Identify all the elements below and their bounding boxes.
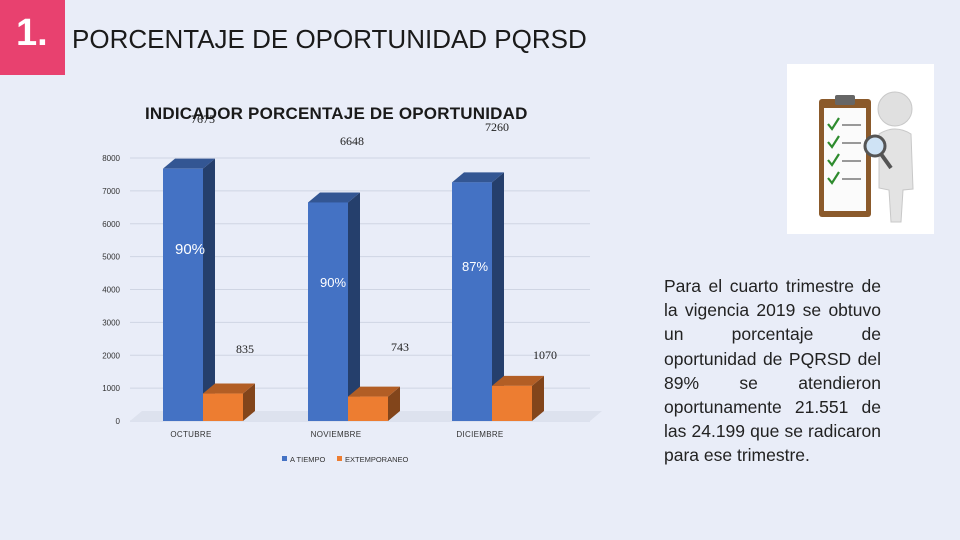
y-tick-label: 2000 [102, 351, 120, 360]
bar-top [308, 192, 360, 203]
y-tick-label: 4000 [102, 286, 120, 295]
bar-a-tiempo [308, 202, 348, 421]
bar-side [388, 386, 400, 421]
data-label-extemporaneo: 743 [391, 340, 409, 354]
bar-a-tiempo [452, 182, 492, 421]
x-tick-label: OCTUBRE [170, 430, 211, 439]
bar-chart: 0 1000 2000 3000 4000 5000 6000 7000 8000 OCTUBRE… [102, 112, 602, 464]
data-label-a-tiempo: 7260 [485, 120, 509, 134]
y-tick-label: 3000 [102, 318, 120, 327]
summary-paragraph: Para el cuarto trimestre de la vigencia … [664, 276, 881, 466]
slide-number-badge: 1. [0, 0, 65, 75]
percent-label: 90% [320, 275, 346, 290]
bar-side [243, 383, 255, 421]
bar-top [163, 158, 215, 169]
bar-extemporaneo [492, 385, 532, 421]
bar-side [348, 192, 360, 421]
y-tick-label: 0 [116, 417, 121, 426]
checklist-person-icon [787, 64, 934, 234]
legend-label: EXTEMPORANEO [345, 455, 409, 464]
legend-label: A TIEMPO [290, 455, 325, 464]
bar-top [452, 172, 504, 183]
percent-label: 90% [175, 241, 205, 258]
percent-label: 87% [462, 259, 488, 274]
bar-extemporaneo [203, 393, 243, 421]
bar-side [492, 172, 504, 421]
bar-extemporaneo [348, 396, 388, 421]
slide-number: 1. [16, 12, 48, 54]
data-label-a-tiempo: 6648 [340, 134, 364, 148]
slide-title: PORCENTAJE DE OPORTUNIDAD PQRSD [72, 24, 587, 54]
legend-swatch [282, 456, 287, 461]
legend-swatch [337, 456, 342, 461]
y-tick-label: 6000 [102, 220, 120, 229]
data-label-extemporaneo: 1070 [533, 348, 557, 362]
bar-side [203, 158, 215, 421]
x-tick-label: NOVIEMBRE [311, 430, 362, 439]
data-label-extemporaneo: 835 [236, 342, 254, 356]
bar-top [348, 386, 400, 397]
bar-top [492, 375, 544, 386]
x-tick-label: DICIEMBRE [456, 430, 503, 439]
y-tick-label: 5000 [102, 253, 120, 262]
y-tick-label: 7000 [102, 187, 120, 196]
data-label-a-tiempo: 7675 [191, 112, 215, 126]
bar-top [203, 383, 255, 394]
bar-a-tiempo [163, 168, 203, 421]
chart-title: INDICADOR PORCENTAJE DE OPORTUNIDAD [145, 104, 528, 123]
bar-side [532, 375, 544, 421]
y-tick-label: 8000 [102, 154, 120, 163]
y-tick-label: 1000 [102, 384, 120, 393]
